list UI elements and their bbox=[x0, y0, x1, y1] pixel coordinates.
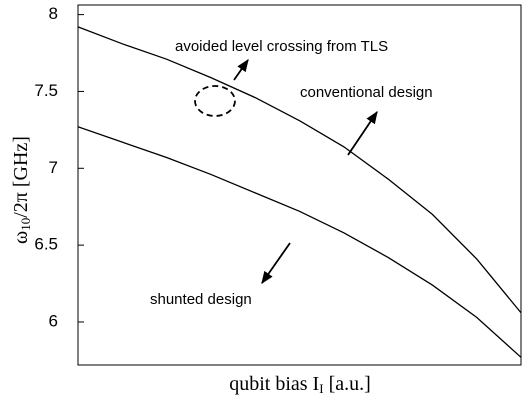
y-tick-label: 8 bbox=[49, 4, 58, 23]
plot-frame bbox=[77, 4, 522, 366]
y-tick-label: 7 bbox=[49, 158, 58, 177]
arrow bbox=[233, 58, 249, 81]
y-label-rest: /2π [GHz] bbox=[10, 136, 32, 218]
arrow bbox=[347, 110, 378, 156]
annotation: shunted design bbox=[150, 291, 252, 308]
series-line bbox=[77, 26, 522, 314]
arrow bbox=[261, 242, 291, 285]
annotation: conventional design bbox=[300, 84, 433, 101]
series-line bbox=[77, 126, 522, 358]
crossing-ellipse bbox=[194, 85, 236, 117]
y-tick-label: 6.5 bbox=[34, 235, 58, 254]
x-label-main: qubit bias I bbox=[229, 373, 319, 395]
y-label-sub: 10 bbox=[18, 218, 33, 231]
annotation: avoided level crossing from TLS bbox=[175, 38, 388, 55]
x-label-sub: I bbox=[319, 381, 323, 396]
y-tick-label: 7.5 bbox=[34, 81, 58, 100]
x-axis-label: qubit bias II [a.u.] bbox=[229, 373, 371, 396]
y-axis-label: ω10/2π [GHz] bbox=[10, 136, 33, 244]
y-label-main: ω bbox=[10, 231, 32, 244]
y-tick-label: 6 bbox=[49, 311, 58, 330]
x-label-rest: [a.u.] bbox=[324, 373, 371, 395]
